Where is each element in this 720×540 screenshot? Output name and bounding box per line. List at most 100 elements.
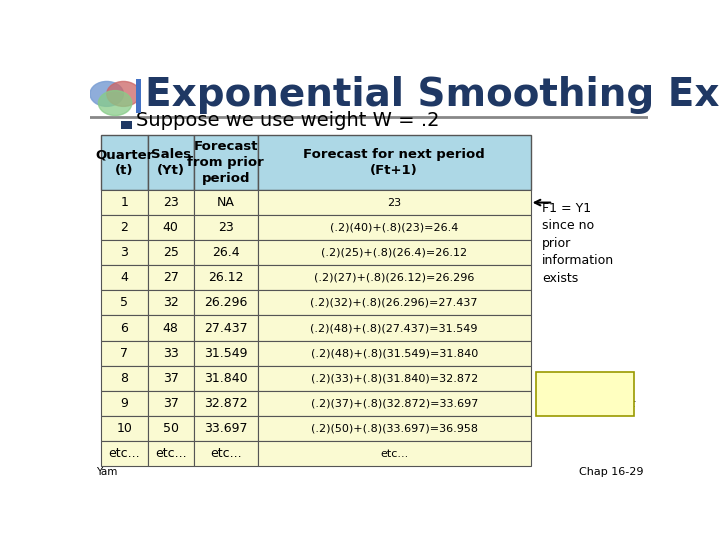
Bar bbox=[194, 240, 258, 265]
Bar bbox=[194, 441, 258, 466]
Bar bbox=[194, 190, 258, 215]
Text: (.2)(48)+(.8)(31.549)=31.840: (.2)(48)+(.8)(31.549)=31.840 bbox=[310, 348, 478, 358]
Bar bbox=[101, 240, 148, 265]
Bar bbox=[148, 190, 194, 215]
Circle shape bbox=[90, 82, 124, 106]
Text: exists: exists bbox=[542, 272, 578, 285]
Bar bbox=[258, 136, 531, 190]
Bar bbox=[148, 136, 194, 190]
Text: (.2)(48)+(.8)(27.437)=31.549: (.2)(48)+(.8)(27.437)=31.549 bbox=[310, 323, 478, 333]
Bar bbox=[101, 341, 148, 366]
Circle shape bbox=[99, 91, 132, 116]
Bar bbox=[148, 341, 194, 366]
Bar bbox=[258, 215, 531, 240]
Bar bbox=[194, 265, 258, 291]
Text: 23: 23 bbox=[387, 198, 401, 207]
Bar bbox=[194, 315, 258, 341]
Text: 27: 27 bbox=[163, 272, 179, 285]
Text: 9: 9 bbox=[120, 397, 128, 410]
Text: 4: 4 bbox=[120, 272, 128, 285]
Text: Ft+1: Ft+1 bbox=[542, 377, 567, 387]
Text: Chap 16-29: Chap 16-29 bbox=[579, 467, 644, 477]
Text: (.2)(33)+(.8)(31.840)=32.872: (.2)(33)+(.8)(31.840)=32.872 bbox=[310, 373, 478, 383]
Bar bbox=[258, 391, 531, 416]
Bar bbox=[148, 240, 194, 265]
Text: 50: 50 bbox=[163, 422, 179, 435]
Text: 32: 32 bbox=[163, 296, 179, 309]
Text: 48: 48 bbox=[163, 321, 179, 335]
Bar bbox=[258, 265, 531, 291]
Bar bbox=[101, 136, 148, 190]
Text: 31.840: 31.840 bbox=[204, 372, 248, 384]
Bar bbox=[148, 291, 194, 315]
Text: 8: 8 bbox=[120, 372, 128, 384]
Text: 10: 10 bbox=[117, 422, 132, 435]
Text: etc...: etc... bbox=[155, 447, 186, 460]
Text: 26.296: 26.296 bbox=[204, 296, 248, 309]
Bar bbox=[194, 215, 258, 240]
Text: (.2)(50)+(.8)(33.697)=36.958: (.2)(50)+(.8)(33.697)=36.958 bbox=[311, 423, 477, 434]
Text: 7: 7 bbox=[120, 347, 128, 360]
Text: 32.872: 32.872 bbox=[204, 397, 248, 410]
Text: etc...: etc... bbox=[109, 447, 140, 460]
Bar bbox=[258, 315, 531, 341]
Text: Exponential Smoothing Example: Exponential Smoothing Example bbox=[145, 76, 720, 114]
Bar bbox=[148, 416, 194, 441]
Text: (.2)(37)+(.8)(32.872)=33.697: (.2)(37)+(.8)(32.872)=33.697 bbox=[310, 399, 478, 408]
Text: Suppose we use weight W = .2: Suppose we use weight W = .2 bbox=[136, 111, 439, 131]
Bar bbox=[101, 391, 148, 416]
Text: 26.12: 26.12 bbox=[208, 272, 243, 285]
Text: 33: 33 bbox=[163, 347, 179, 360]
Text: (.2)(25)+(.8)(26.4)=26.12: (.2)(25)+(.8)(26.4)=26.12 bbox=[321, 248, 467, 258]
Text: prior: prior bbox=[542, 237, 571, 250]
Bar bbox=[101, 416, 148, 441]
Text: 6: 6 bbox=[120, 321, 128, 335]
Bar bbox=[148, 215, 194, 240]
Bar bbox=[258, 366, 531, 391]
Text: = WYt + (1 - W)Ft: = WYt + (1 - W)Ft bbox=[542, 398, 635, 408]
Bar bbox=[101, 315, 148, 341]
Bar bbox=[258, 416, 531, 441]
Text: 5: 5 bbox=[120, 296, 128, 309]
Text: 25: 25 bbox=[163, 246, 179, 259]
Bar bbox=[194, 366, 258, 391]
Bar bbox=[536, 373, 634, 416]
Bar bbox=[258, 190, 531, 215]
Bar bbox=[258, 240, 531, 265]
Bar bbox=[148, 366, 194, 391]
Bar bbox=[101, 291, 148, 315]
Bar bbox=[101, 366, 148, 391]
Bar bbox=[194, 416, 258, 441]
Text: etc...: etc... bbox=[380, 449, 408, 458]
Text: Forecast for next period
(Ft+1): Forecast for next period (Ft+1) bbox=[303, 148, 485, 177]
Text: (.2)(27)+(.8)(26.12)=26.296: (.2)(27)+(.8)(26.12)=26.296 bbox=[314, 273, 474, 283]
Text: etc...: etc... bbox=[210, 447, 242, 460]
Circle shape bbox=[107, 82, 140, 106]
Bar bbox=[258, 291, 531, 315]
Text: Yam: Yam bbox=[96, 467, 117, 477]
Text: 31.549: 31.549 bbox=[204, 347, 248, 360]
Text: 23: 23 bbox=[163, 196, 179, 209]
Bar bbox=[258, 441, 531, 466]
Text: 37: 37 bbox=[163, 372, 179, 384]
Text: 27.437: 27.437 bbox=[204, 321, 248, 335]
Text: 40: 40 bbox=[163, 221, 179, 234]
Text: 26.4: 26.4 bbox=[212, 246, 240, 259]
Text: 23: 23 bbox=[218, 221, 233, 234]
Bar bbox=[101, 265, 148, 291]
Text: 37: 37 bbox=[163, 397, 179, 410]
Bar bbox=[194, 391, 258, 416]
Text: 1: 1 bbox=[120, 196, 128, 209]
Text: (.2)(32)+(.8)(26.296)=27.437: (.2)(32)+(.8)(26.296)=27.437 bbox=[310, 298, 478, 308]
Bar bbox=[148, 265, 194, 291]
Bar bbox=[258, 341, 531, 366]
Bar bbox=[194, 291, 258, 315]
Bar bbox=[101, 441, 148, 466]
Text: information: information bbox=[542, 254, 614, 267]
Text: F1 = Y1: F1 = Y1 bbox=[542, 202, 591, 215]
Bar bbox=[148, 315, 194, 341]
Bar bbox=[194, 341, 258, 366]
Bar bbox=[148, 391, 194, 416]
Text: since no: since no bbox=[542, 219, 594, 233]
Bar bbox=[136, 79, 141, 113]
